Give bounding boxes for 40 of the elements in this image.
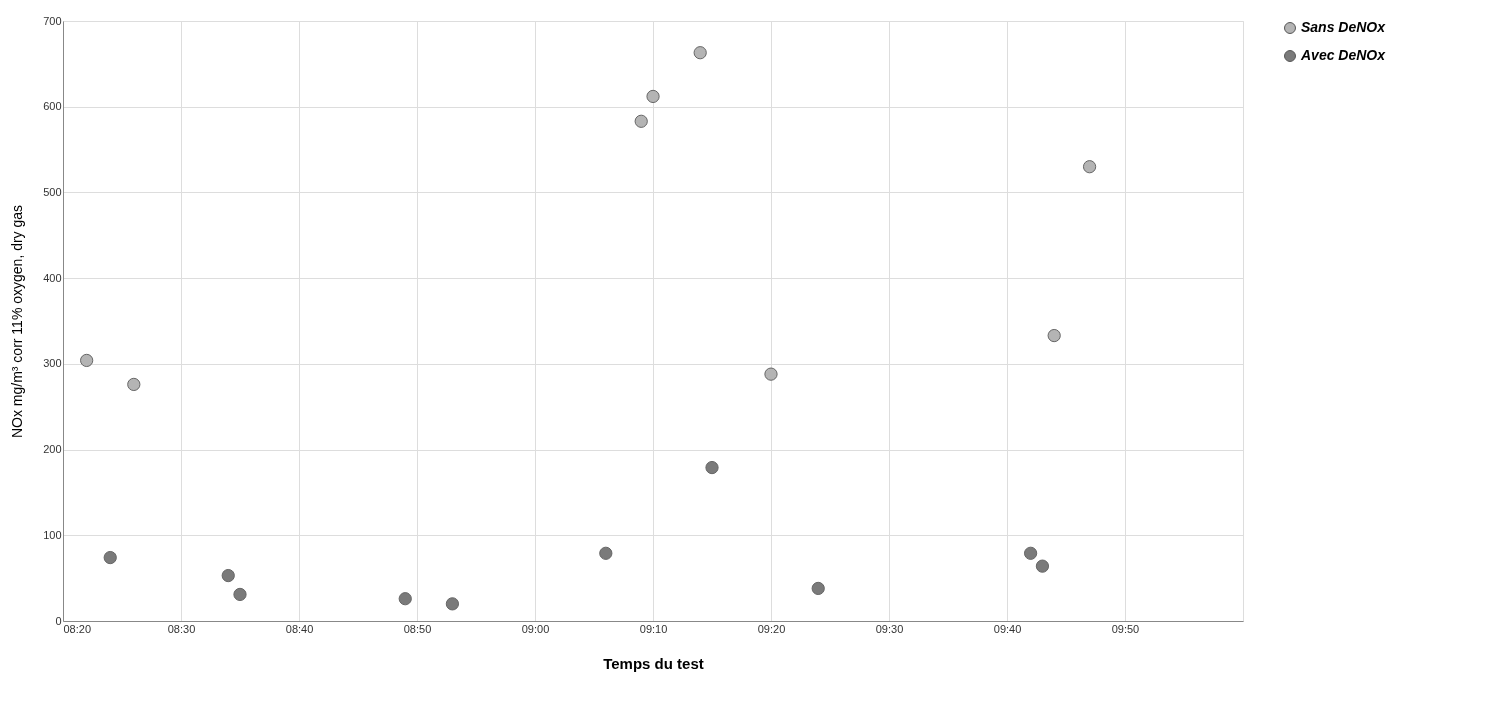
x-tick-label: 09:00 xyxy=(521,622,550,635)
x-tick-label: 08:30 xyxy=(167,622,196,635)
y-tick-label: 0 xyxy=(55,614,62,627)
y-tick-label: 500 xyxy=(43,185,62,198)
legend-label: Sans DeNOx xyxy=(1301,19,1387,35)
x-tick-label: 09:30 xyxy=(875,622,904,635)
point xyxy=(693,46,707,60)
point xyxy=(221,568,235,583)
point xyxy=(1023,546,1038,560)
x-tick-label: 08:40 xyxy=(285,622,314,635)
point xyxy=(705,460,719,475)
legend-label: Avec DeNOx xyxy=(1300,47,1387,63)
point xyxy=(80,353,94,368)
point xyxy=(103,550,117,565)
point xyxy=(634,114,648,128)
x-tick-label: 08:20 xyxy=(63,622,92,635)
x-tick-label: 09:10 xyxy=(639,622,668,635)
y-tick-label: 600 xyxy=(43,100,62,113)
point xyxy=(764,367,778,381)
point xyxy=(445,597,460,611)
point xyxy=(127,377,141,392)
point xyxy=(233,587,247,602)
y-tick-label: 400 xyxy=(43,271,62,284)
point xyxy=(398,592,412,606)
x-tick-label: 08:50 xyxy=(403,622,432,635)
point xyxy=(1035,559,1050,573)
point xyxy=(599,546,613,560)
x-tick-label: 09:40 xyxy=(993,622,1022,635)
y-axis-title: NOx mg/m³ corr 11% oxygen, dry gas xyxy=(9,204,26,439)
point xyxy=(646,89,660,104)
point xyxy=(1082,160,1097,174)
x-tick-label: 09:20 xyxy=(757,622,786,635)
y-tick-label: 300 xyxy=(43,357,62,370)
x-tick-label: 09:50 xyxy=(1111,622,1140,635)
y-tick-label: 200 xyxy=(43,443,62,456)
y-tick-label: 700 xyxy=(43,14,62,27)
point xyxy=(811,581,825,596)
y-tick-label: 100 xyxy=(43,528,62,541)
point xyxy=(1047,328,1061,343)
x-axis-title: Temps du test xyxy=(603,654,704,672)
